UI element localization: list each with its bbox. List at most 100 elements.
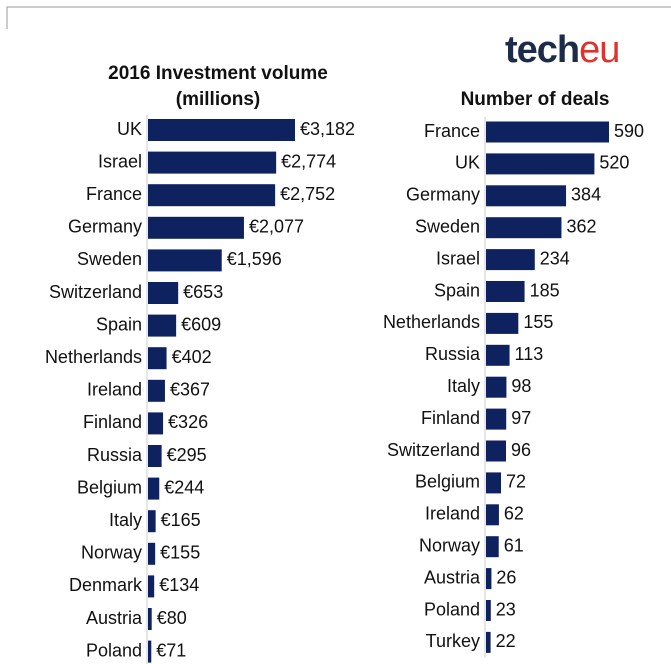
logo-first: tech [505, 29, 579, 71]
category-label: Sweden [77, 249, 142, 269]
value-label: 61 [504, 535, 524, 555]
bar [148, 379, 165, 402]
value-label: 234 [540, 248, 570, 268]
bar [486, 153, 595, 175]
value-label: 98 [511, 376, 531, 396]
category-label: Poland [86, 640, 142, 660]
value-label: €326 [168, 412, 208, 432]
category-label: Ireland [87, 380, 142, 400]
value-label: €367 [170, 380, 210, 400]
value-label: 72 [506, 472, 526, 492]
value-label: €3,182 [300, 119, 355, 139]
bar [486, 600, 491, 621]
category-label: Ireland [425, 504, 480, 524]
value-label: 26 [496, 567, 516, 587]
bar [486, 440, 507, 462]
value-label: €80 [157, 608, 187, 628]
bar [486, 312, 519, 334]
bar [148, 347, 167, 370]
category-label: Germany [68, 217, 142, 237]
bar [148, 314, 177, 337]
bar [148, 249, 222, 272]
category-label: Austria [86, 608, 143, 628]
frame [6, 6, 671, 29]
category-label: Poland [424, 599, 480, 619]
value-label: 23 [496, 599, 516, 619]
value-label: €134 [159, 575, 199, 595]
category-label: UK [117, 119, 142, 139]
logo: techeu [505, 29, 619, 71]
bar [148, 445, 162, 467]
category-label: UK [455, 153, 480, 173]
value-label: €609 [181, 314, 221, 334]
value-label: 22 [496, 631, 516, 651]
category-label: Switzerland [49, 282, 142, 302]
category-label: Israel [98, 151, 142, 171]
value-label: €71 [156, 640, 186, 660]
bar [148, 412, 164, 435]
bar [148, 282, 179, 304]
bar [486, 281, 525, 302]
value-label: €165 [161, 510, 201, 530]
category-label: Finland [421, 408, 480, 428]
category-label: Italy [109, 510, 142, 530]
category-label: Spain [96, 314, 142, 334]
category-label: France [424, 121, 480, 141]
chart-title: 2016 Investment volume [108, 63, 328, 84]
bar [486, 631, 491, 653]
bar [486, 344, 510, 366]
value-label: 62 [504, 504, 524, 524]
category-label: Finland [83, 412, 142, 432]
value-label: 96 [511, 440, 531, 460]
bar [148, 119, 295, 141]
category-label: Belgium [77, 477, 142, 497]
category-label: Denmark [69, 575, 143, 595]
bar [486, 185, 567, 207]
category-label: Israel [436, 248, 480, 268]
category-label: Sweden [415, 216, 480, 236]
bar [486, 568, 492, 590]
bar [148, 477, 160, 500]
value-label: €295 [167, 445, 207, 465]
category-label: Netherlands [45, 347, 142, 367]
value-label: €2,774 [281, 151, 336, 171]
category-label: Belgium [415, 472, 480, 492]
value-label: €1,596 [227, 249, 282, 269]
chart-title: Number of deals [461, 89, 610, 110]
value-label: 185 [530, 280, 560, 300]
category-label: Russia [87, 445, 143, 465]
value-label: €2,077 [249, 217, 304, 237]
category-label: Russia [425, 344, 481, 364]
bar [486, 504, 499, 526]
bar [148, 510, 156, 533]
value-label: 590 [614, 121, 644, 141]
category-label: Germany [406, 185, 480, 205]
bar [148, 151, 277, 174]
value-label: €155 [160, 543, 200, 563]
category-label: Norway [419, 535, 480, 555]
category-label: Netherlands [383, 312, 480, 332]
value-label: 113 [515, 344, 544, 364]
category-label: France [86, 184, 142, 204]
category-label: Turkey [426, 631, 480, 651]
bar [148, 640, 152, 663]
bar [148, 575, 155, 598]
value-label: 97 [511, 408, 531, 428]
value-label: 362 [566, 216, 596, 236]
value-label: €244 [164, 477, 204, 497]
bar [148, 542, 156, 565]
bar [486, 249, 535, 271]
category-label: Italy [447, 376, 480, 396]
value-label: €2,752 [280, 184, 335, 204]
category-label: Switzerland [387, 440, 480, 460]
category-label: Spain [434, 280, 480, 300]
bar [148, 216, 244, 239]
category-label: Norway [81, 543, 142, 563]
bar [486, 408, 507, 430]
bar [486, 376, 507, 398]
bar [486, 121, 609, 143]
bar [148, 608, 152, 630]
value-label: €402 [172, 347, 212, 367]
value-label: 384 [571, 185, 601, 205]
